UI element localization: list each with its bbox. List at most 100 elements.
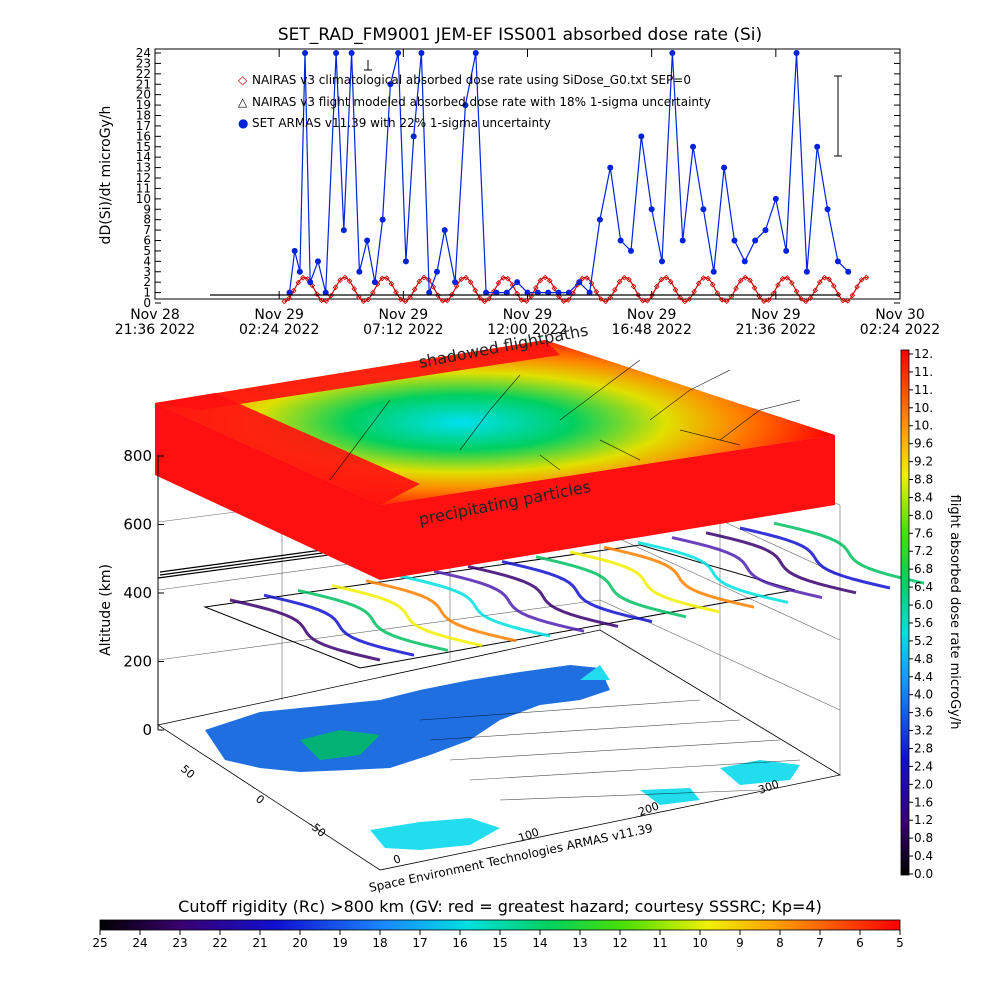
model-point — [542, 274, 548, 281]
alt-tick-label: 800 — [123, 447, 152, 465]
model-point — [765, 297, 772, 303]
x-tick-label: 12:00 2022 — [487, 322, 567, 338]
model-point — [393, 289, 399, 296]
ts-y-axis-label: dD(Si)/dt microGy/h — [98, 106, 114, 245]
x-tick-label: 16:48 2022 — [611, 322, 691, 338]
ribbon-track — [331, 584, 483, 648]
x-tick-label: Nov 30 — [875, 307, 925, 323]
armas-point — [333, 50, 340, 56]
model-point — [644, 297, 651, 304]
y-tick-label: 21 — [136, 77, 151, 91]
model-point — [579, 275, 586, 282]
model-point — [798, 295, 805, 302]
x-tick-label: 21:36 2022 — [115, 322, 195, 338]
armas-point — [371, 279, 378, 286]
y-tick-label: 3 — [143, 265, 151, 279]
armas-point — [627, 247, 634, 254]
cbb-tick-label: 22 — [212, 936, 227, 950]
y-tick-label: 8 — [143, 213, 151, 227]
alt-tick-label: 400 — [123, 584, 152, 602]
armas-point — [291, 247, 298, 254]
armas-point — [340, 227, 347, 234]
panel-3d: shadowed flightpaths precipitating parti… — [98, 320, 925, 895]
cbb-tick-label: 5 — [896, 936, 904, 950]
model-point — [840, 297, 846, 304]
y-tick-label: 7 — [143, 223, 151, 237]
colorbar-bottom-bar — [99, 919, 901, 931]
model-point — [481, 298, 488, 305]
alt-tick-label: 600 — [123, 516, 152, 534]
y-tick-label: 24 — [136, 46, 151, 60]
armas-point — [607, 164, 614, 171]
armas-point — [710, 268, 717, 275]
flight-ribbon — [157, 521, 925, 669]
x-tick-label: Nov 29 — [503, 307, 553, 323]
armas-point — [834, 258, 841, 265]
model-point — [830, 283, 837, 289]
armas-point — [752, 237, 759, 244]
armas-point — [472, 50, 479, 56]
model-point — [421, 274, 427, 281]
cbb-tick-label: 20 — [292, 936, 307, 950]
model-point — [835, 291, 842, 298]
x-tick-label: 02:24 2022 — [239, 322, 319, 338]
model-point — [537, 277, 544, 284]
cbb-tick-label: 18 — [372, 936, 387, 950]
model-point — [281, 298, 288, 305]
model-point — [565, 296, 572, 303]
colorbar-right-ticks: 12. 11. 11. 10. 10. 9.6 9.2 8.8 8.4 8.0 7.6 7.2 6.8 6… — [909, 347, 933, 881]
armas-point — [565, 289, 572, 296]
model-point — [826, 276, 832, 283]
cbr-tick-label: 7.6 — [914, 526, 933, 540]
x-tick-label: 02:24 2022 — [860, 322, 940, 338]
armas-point — [814, 143, 821, 150]
legend-symbol-red: ◇ — [238, 73, 248, 87]
model-point — [616, 278, 623, 285]
armas-point — [483, 289, 490, 296]
cbr-tick-label: 11. — [914, 365, 933, 379]
cbr-tick-label: 1.2 — [914, 813, 933, 827]
model-point — [397, 296, 404, 303]
earth-map-base — [156, 629, 842, 871]
cbr-tick-label: 3.6 — [914, 706, 933, 720]
y-tick-label: 1 — [143, 286, 151, 300]
landmass-green — [300, 730, 380, 760]
model-point — [789, 280, 795, 286]
model-point — [626, 276, 632, 283]
ts-series-armas-blue — [286, 50, 852, 296]
model-point — [775, 282, 781, 288]
cbb-tick-label: 9 — [736, 936, 744, 950]
armas-point — [410, 133, 417, 140]
cbr-tick-label: 0.0 — [914, 867, 933, 881]
cbr-tick-label: 3.2 — [914, 724, 933, 738]
model-point — [807, 295, 814, 301]
ribbon-track — [773, 521, 925, 585]
model-point — [369, 289, 376, 296]
armas-point — [741, 258, 748, 265]
armas-point — [379, 216, 386, 223]
armas-point — [426, 289, 433, 296]
model-point — [463, 274, 469, 281]
alt-tick-label: 0 — [142, 721, 152, 739]
lon-tick: 0 — [392, 852, 403, 867]
model-point — [351, 286, 358, 292]
armas-point — [514, 279, 521, 286]
altitude-ticks: 0 200 400 600 800 — [123, 447, 164, 739]
model-point — [695, 280, 702, 287]
cbr-tick-label: 2.0 — [914, 777, 933, 791]
model-point — [523, 298, 530, 304]
armas-point — [503, 289, 510, 296]
cbr-tick-label: 4.0 — [914, 688, 933, 702]
armas-point — [793, 50, 800, 56]
ribbon-track — [603, 545, 755, 609]
model-point — [337, 277, 344, 283]
cbr-tick-label: 8.4 — [914, 490, 933, 504]
ribbon-track — [739, 526, 891, 590]
model-point — [802, 298, 809, 305]
ribbon-track — [671, 536, 823, 600]
armas-point — [845, 268, 852, 275]
ribbon-track — [399, 574, 551, 638]
armas-point — [690, 143, 697, 150]
x-tick-label: 21:36 2022 — [736, 322, 816, 338]
model-point — [816, 279, 823, 285]
